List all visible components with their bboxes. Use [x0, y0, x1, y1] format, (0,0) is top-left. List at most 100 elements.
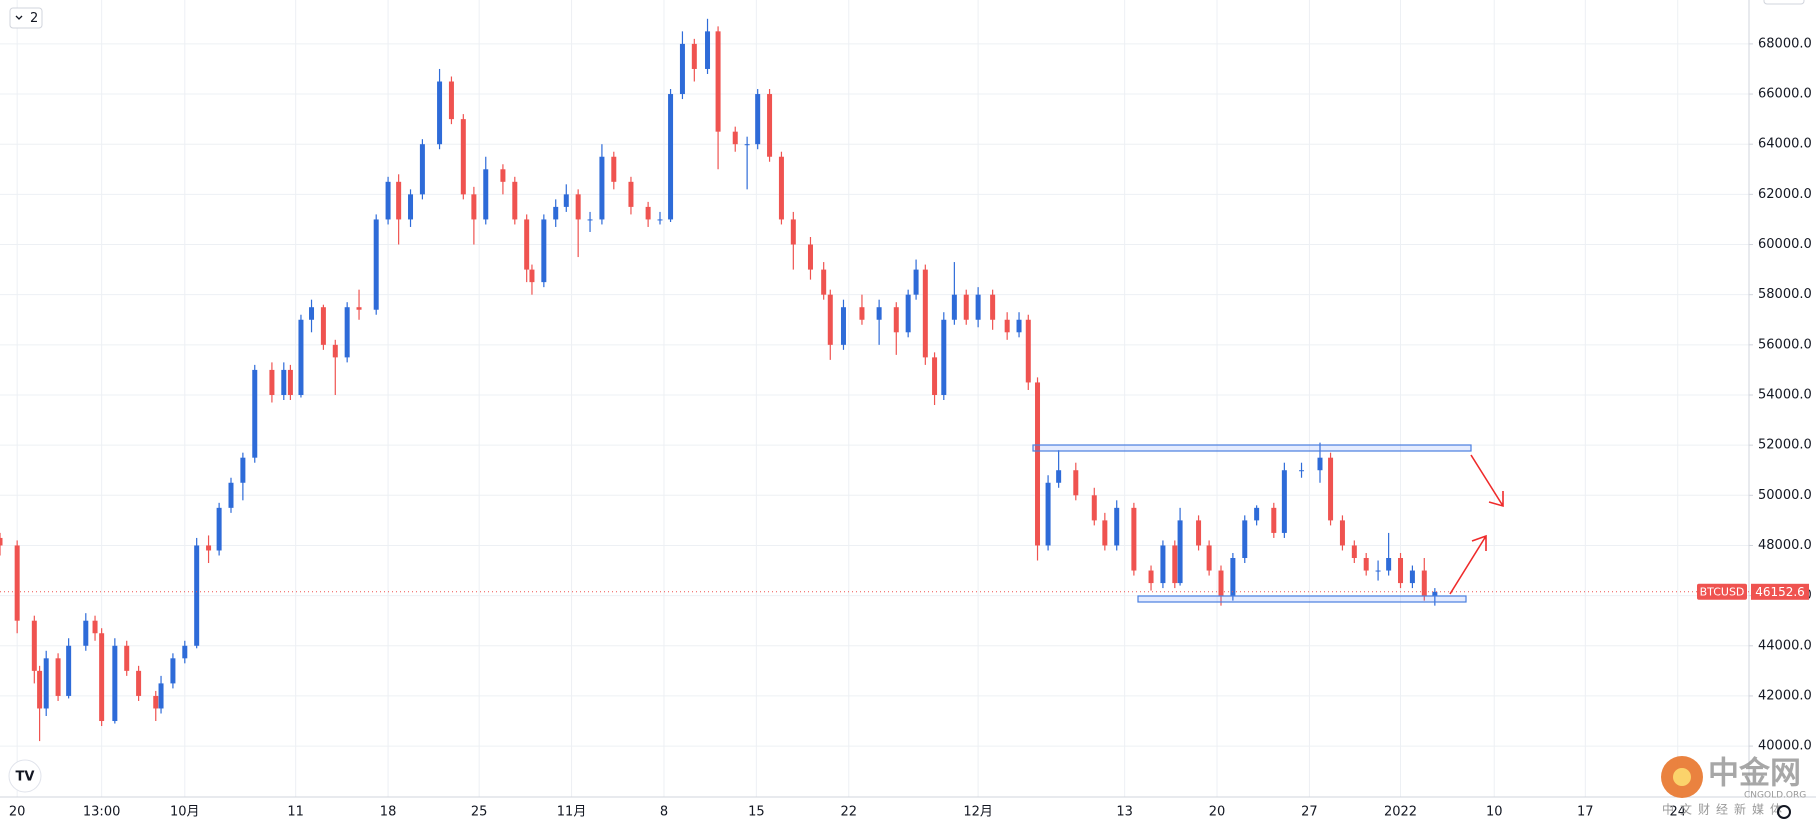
watermark-domain: CNGOLD.ORG [1744, 791, 1806, 801]
candle-body [1432, 591, 1438, 596]
candle-body [913, 269, 919, 295]
arrow-down [1470, 454, 1504, 508]
price-label-bg [1751, 583, 1809, 600]
candle-body [153, 695, 159, 709]
candle-body [1025, 319, 1031, 383]
logo-mark: TV [16, 770, 35, 785]
candle-body [859, 307, 865, 320]
price-label: 46152.6 [1755, 585, 1805, 599]
candle-body [932, 357, 938, 395]
candle-body [373, 219, 379, 310]
y-tick-label: 64000.0 [1758, 137, 1812, 152]
candle-body [524, 219, 530, 270]
candle-body [124, 645, 130, 671]
candle-body [668, 94, 674, 220]
candle-body [43, 658, 49, 709]
candle-body [744, 144, 750, 146]
grid [0, 0, 1749, 797]
candle-body [821, 269, 827, 295]
candle-body [553, 206, 559, 220]
candle-body [298, 319, 304, 395]
symbol-label-bg [1697, 583, 1747, 600]
candle-body [158, 683, 164, 709]
candle-body [1196, 520, 1202, 546]
candle-body [1218, 570, 1224, 596]
candle-body [1421, 570, 1427, 596]
candle-body [905, 294, 911, 333]
candle-body [83, 620, 89, 646]
candle-body [840, 307, 846, 345]
candle-body [448, 81, 454, 120]
candle-body [1091, 495, 1097, 521]
candle-body [575, 194, 581, 220]
candle-body [679, 43, 685, 95]
candle-body [1375, 570, 1381, 572]
candle-body [1339, 520, 1345, 546]
candle-body [216, 507, 222, 551]
candle-body [1056, 470, 1062, 483]
y-tick-label: 44000.0 [1758, 638, 1812, 653]
x-tick-label: 25 [471, 805, 488, 820]
candle-body [1160, 545, 1166, 584]
candle-body [182, 645, 188, 659]
candle-body [1131, 507, 1137, 571]
candle-body [170, 658, 176, 684]
candle-body [437, 81, 443, 145]
x-tick-label: 10 [1486, 805, 1503, 820]
y-tick-label: 66000.0 [1758, 87, 1812, 102]
y-tick-label: 68000.0 [1758, 36, 1812, 51]
candle-body [963, 294, 969, 320]
watermark-tagline: 中文财经新媒体 [1662, 802, 1788, 817]
candle-body [990, 294, 996, 320]
candle-body [136, 670, 142, 696]
candle-body [344, 307, 350, 358]
x-tick-label: 20 [1209, 805, 1226, 820]
candle-body [1073, 470, 1079, 496]
arrows [1449, 454, 1504, 595]
candle-body [755, 94, 761, 145]
watermark-title: 中金网 [1708, 756, 1801, 792]
candle-body [1230, 558, 1236, 596]
candle-body [55, 658, 61, 696]
candle-body [320, 307, 326, 345]
candle-body [419, 144, 425, 195]
candle-body [1114, 507, 1120, 546]
x-tick-label: 17 [1577, 805, 1594, 820]
top-button[interactable] [1763, 0, 1805, 5]
candle-body [269, 369, 275, 395]
x-tick-label: 11 [287, 805, 304, 820]
x-tick-label: 22 [840, 805, 857, 820]
candle-body [599, 156, 605, 220]
settings-icon[interactable] [1777, 805, 1791, 819]
candle-body [1271, 507, 1277, 533]
candle-body [1386, 558, 1392, 571]
candle-body [1172, 545, 1178, 584]
x-tick-label: 20 [9, 805, 26, 820]
candle-body [483, 169, 489, 220]
candle-body [206, 545, 212, 551]
candle-body [1409, 570, 1415, 584]
resistance-zone [1032, 444, 1472, 452]
logo [8, 759, 42, 793]
candle-body [893, 307, 899, 333]
badge[interactable] [9, 7, 43, 29]
y-tick-label: 50000.0 [1758, 488, 1812, 503]
candle-body [332, 344, 338, 358]
candle-body [732, 131, 738, 145]
candle-body [1351, 545, 1357, 559]
candle-body [807, 244, 813, 270]
candle-body [941, 319, 947, 395]
candle-body [541, 219, 547, 283]
candle-body [356, 307, 362, 310]
candle-body [563, 194, 569, 207]
y-tick-label: 56000.0 [1758, 337, 1812, 352]
arrow-up [1449, 534, 1487, 595]
candle-body [951, 294, 957, 320]
y-tick-label: 60000.0 [1758, 237, 1812, 252]
candle-body [922, 269, 928, 358]
candle-body [1177, 520, 1183, 584]
candle-body [705, 31, 711, 69]
candle-body [1317, 457, 1323, 471]
